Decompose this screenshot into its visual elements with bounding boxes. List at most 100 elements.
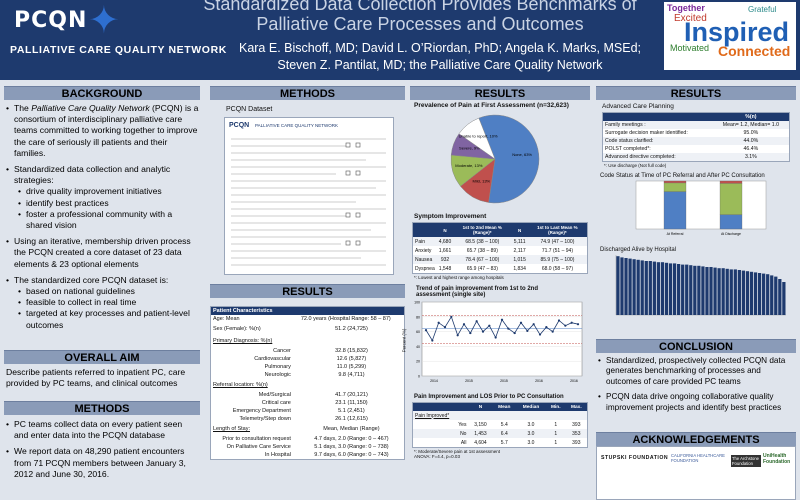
- methods-left-heading: METHODS: [4, 401, 200, 415]
- table-cell: 68.5 (38 – 100): [453, 237, 512, 246]
- discharge-bar: [693, 265, 697, 315]
- trend-point: [475, 320, 478, 323]
- table-cell: 78.4 (67 – 100): [453, 255, 512, 264]
- table-cell: Family meetings :: [603, 121, 713, 129]
- code-status-bar: [719, 180, 743, 184]
- table-cell: 3.1%: [712, 153, 789, 161]
- x-tick-label: 2016: [535, 379, 543, 383]
- table-row: Primary Diagnosis: %(n): [211, 335, 404, 347]
- table-cell: 6.4: [492, 429, 517, 438]
- trend-chart: Percent (%) 0 20 40 60 80 100 2014 2015 2015 2016…: [401, 298, 590, 390]
- table-cell: 51.2 (24,725): [335, 326, 368, 332]
- discharge-bar: [774, 276, 778, 315]
- authors-line-1: Kara E. Bischoff, MD; David L. O’Riordan…: [238, 41, 641, 55]
- acp-title: Advanced Care Planning: [602, 103, 674, 110]
- discharge-bar: [757, 273, 762, 315]
- authors-line-2: Steven Z. Pantilat, MD; the Palliative C…: [277, 58, 603, 72]
- column-methods: METHODS PCQN Dataset PCQN PALLIATIVE CAR…: [210, 86, 405, 275]
- trend-point: [500, 318, 504, 321]
- discharge-svg: [615, 255, 786, 316]
- discharge-bar: [668, 263, 673, 315]
- code-status-chart: At Referral At Discharge: [596, 179, 796, 241]
- table-cell: 26.1 (12,615): [335, 416, 368, 422]
- table-row: Pulmonary 11.0 (5,299): [211, 363, 404, 371]
- table-row: Cancer 32.8 (15,832): [211, 347, 404, 355]
- poster-title: Standardized Data Collection Provides Be…: [203, 0, 637, 34]
- trend-point: [513, 331, 516, 335]
- background-bullet: Standardized data collection and analyti…: [6, 164, 200, 186]
- pie-label: Severe, 9%: [459, 146, 480, 151]
- table-cell: 9.7 days, 6.0 (Range: 0 – 743): [314, 452, 389, 458]
- table-row: POLST completed*: 46.4%: [603, 145, 789, 153]
- sponsor-logo: UniHealth Foundation: [763, 453, 791, 465]
- trend-point: [431, 339, 434, 342]
- logo-star-icon: ✦: [88, 0, 120, 42]
- table-cell: 23.1 (11,150): [335, 400, 368, 406]
- table-header: Mean: [498, 404, 511, 410]
- table-cell: 5.1 days, 3.0 (Range: 0 – 738): [314, 444, 389, 450]
- table-row: Telemetry/Step down 26.1 (12,615): [211, 415, 404, 423]
- table-row: Family meetings : Mean= 1.2, Median= 1.0: [603, 121, 789, 129]
- discharge-bar: [713, 267, 717, 315]
- table-cell: No: [413, 429, 469, 438]
- table-cell: Critical care: [261, 400, 291, 406]
- table-cell: All: [460, 439, 467, 446]
- background-sub-bullet: drive quality improvement initiatives: [6, 186, 200, 197]
- trend-point: [424, 329, 428, 332]
- discharge-bar: [652, 261, 656, 315]
- x-tick-label: At Referral: [667, 232, 684, 236]
- word-cloud: Together Excited Inspired Motivated Conn…: [664, 2, 796, 70]
- discharge-bar: [697, 265, 701, 315]
- discharge-bar: [636, 259, 640, 315]
- table-row: Pain 4,680 68.5 (38 – 100) 5,111 74.9 (47 – …: [413, 237, 587, 246]
- table-cell: Dyspnea: [415, 265, 435, 272]
- discharge-bar: [648, 261, 652, 315]
- table-cell: 1: [545, 429, 566, 438]
- table-cell: 1,548: [438, 265, 452, 272]
- discharge-bar: [660, 262, 665, 315]
- table-row: Dyspnea 1,548 65.9 (47 – 83) 1,834 68.0 (58 …: [413, 264, 587, 273]
- trend-point: [538, 333, 542, 336]
- los-table: N Mean Median Min. Max. Pain Improved* Yes 3,1…: [412, 402, 588, 448]
- background-sub-bullet: identify best practices: [6, 198, 200, 209]
- discharge-bar: [725, 268, 729, 315]
- table-cell: POLST completed*:: [605, 146, 651, 152]
- pie-title: Prevalence of Pain at First Assessment (…: [414, 102, 569, 109]
- form-lines: [231, 138, 386, 266]
- acp-note: *: Use discharge (Not full code): [604, 163, 667, 168]
- methods-bullet: PC teams collect data on every patient s…: [6, 419, 198, 441]
- table-cell: 1: [554, 421, 558, 428]
- table-cell: 5.4: [500, 421, 508, 428]
- table-cell: 3.0: [527, 439, 535, 446]
- table-row: All 4,604 5.7 3.0 1 393: [413, 438, 587, 447]
- acp-col-header: %(n): [745, 114, 757, 120]
- x-tick-label: 2014: [430, 379, 438, 383]
- table-row: Anxiety 1,661 65.7 (38 – 89) 2,117 71.7 (51 …: [413, 246, 587, 255]
- trend-point: [456, 334, 459, 337]
- trend-point: [564, 324, 567, 327]
- background-heading: BACKGROUND: [4, 86, 200, 100]
- table-cell: 1,453: [468, 429, 493, 438]
- logo-subtitle: PALLIATIVE CARE QUALITY NETWORK: [10, 44, 227, 56]
- table-cell: 5.7: [500, 439, 508, 446]
- discharge-bar: [705, 267, 709, 315]
- discharge-bar: [762, 273, 766, 315]
- los-title: Pain Improvement and LOS Prior to PC Con…: [414, 394, 564, 400]
- table-cell: Yes: [458, 421, 467, 428]
- table-cell: Cancer: [273, 348, 291, 354]
- results-far-heading: RESULTS: [596, 86, 796, 100]
- sponsor-logo: CALIFORNIA HEALTHCARE FOUNDATION: [671, 453, 725, 463]
- table-row: Advanced directive completed: 3.1%: [603, 153, 789, 161]
- background-sub-bullet: targeted at key processes and patient-le…: [6, 308, 200, 330]
- table-row: Referral location: %(n): [211, 379, 404, 391]
- table-cell: Telemetry/Step down: [239, 416, 291, 422]
- form-header: PALLIATIVE CARE QUALITY NETWORK: [255, 123, 339, 128]
- background-sub-bullet: based on national guidelines: [6, 286, 200, 297]
- discharge-chart: [596, 253, 796, 323]
- discharge-bar: [620, 257, 624, 315]
- trend-point: [443, 326, 447, 329]
- discharge-bar: [644, 261, 648, 315]
- table-header: Max.: [570, 404, 582, 410]
- trend-point: [519, 321, 523, 324]
- table-header: N: [517, 227, 522, 233]
